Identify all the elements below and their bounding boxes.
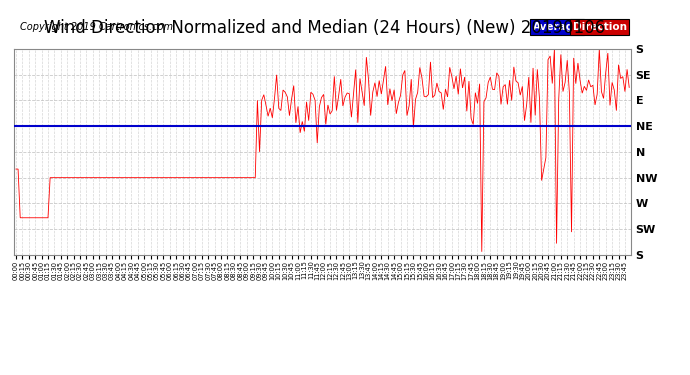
Text: Wind Direction Normalized and Median (24 Hours) (New) 20190106: Wind Direction Normalized and Median (24…	[43, 19, 605, 37]
Text: Average: Average	[533, 22, 581, 32]
Text: Direction: Direction	[573, 22, 627, 32]
Text: Copyright 2019 Cartronics.com: Copyright 2019 Cartronics.com	[20, 22, 173, 32]
